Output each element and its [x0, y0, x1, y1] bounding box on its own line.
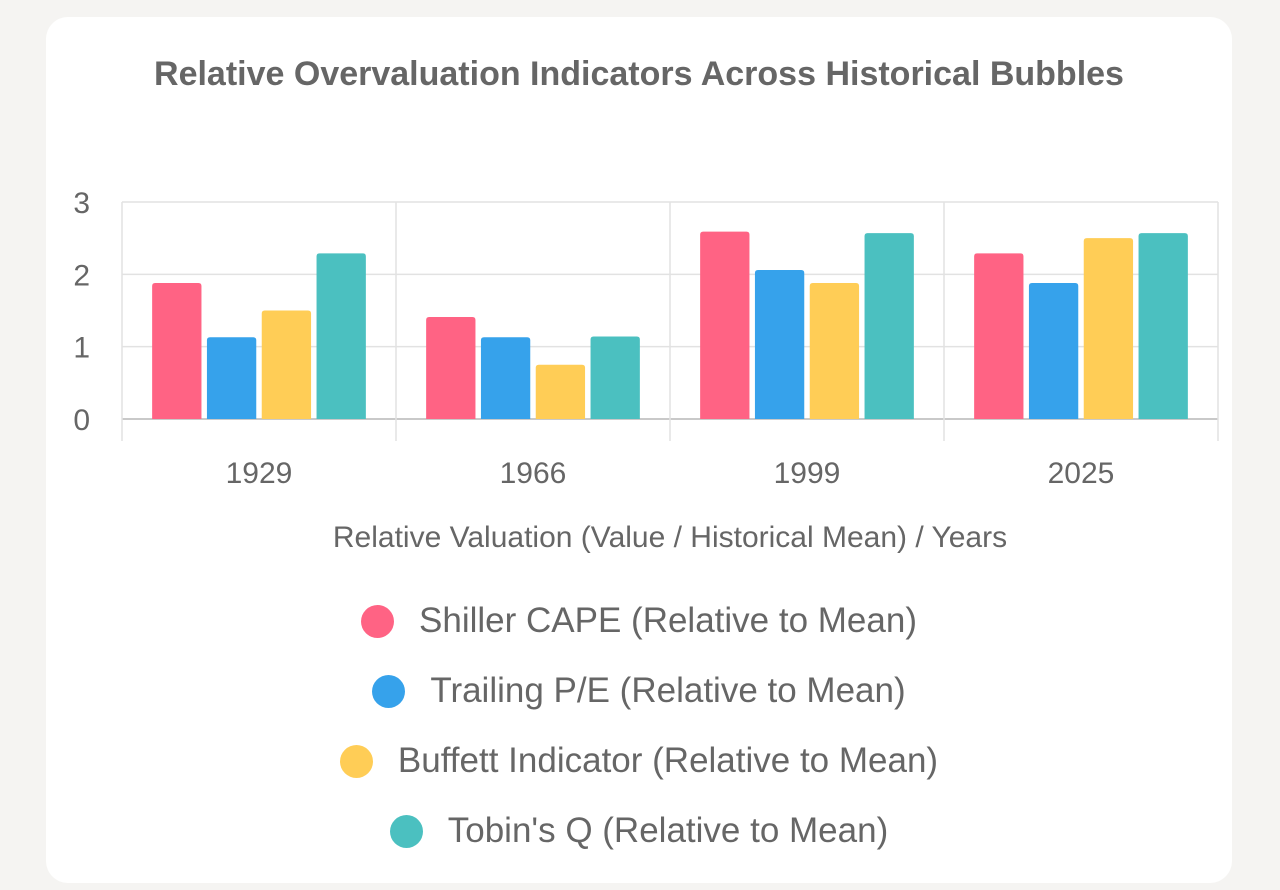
- bar: [206, 337, 257, 419]
- y-tick-label: 1: [73, 332, 90, 365]
- x-tick-label: 1929: [226, 457, 293, 490]
- chart-card: [46, 17, 1232, 883]
- bar: [1083, 238, 1134, 419]
- bar: [700, 231, 750, 419]
- chart-legend: Shiller CAPE (Relative to Mean) Trailing …: [46, 586, 1232, 866]
- bar: [426, 317, 476, 419]
- x-tick-label: 1999: [774, 457, 841, 490]
- bar: [590, 336, 640, 419]
- y-tick-label: 3: [73, 187, 90, 220]
- chart-title: Relative Overvaluation Indicators Across…: [46, 50, 1232, 98]
- legend-label: Buffett Indicator (Relative to Mean): [397, 741, 939, 780]
- legend-label: Shiller CAPE (Relative to Mean): [419, 601, 917, 640]
- legend-item[interactable]: Trailing P/E (Relative to Mean): [46, 656, 1232, 726]
- bar: [974, 253, 1024, 419]
- y-tick-label: 0: [73, 404, 90, 437]
- bar: [261, 310, 312, 419]
- legend-swatch: [372, 674, 406, 708]
- chart-title-text: Relative Overvaluation Indicators Across…: [154, 55, 1124, 93]
- legend-swatch: [389, 814, 423, 848]
- bar: [809, 283, 860, 419]
- bar: [152, 283, 202, 419]
- legend-item[interactable]: Buffett Indicator (Relative to Mean): [46, 726, 1232, 796]
- y-tick-label: 2: [73, 259, 90, 292]
- x-tick-label: 2025: [1048, 457, 1115, 490]
- bar: [316, 253, 366, 419]
- bar: [1028, 283, 1079, 419]
- bar: [754, 269, 805, 419]
- legend-swatch: [339, 744, 373, 778]
- legend-label: Tobin's Q (Relative to Mean): [447, 811, 889, 850]
- bar: [480, 337, 531, 419]
- legend-label: Trailing P/E (Relative to Mean): [430, 671, 906, 710]
- x-tick-label: 1966: [500, 457, 567, 490]
- x-axis-title: Relative Valuation (Value / Historical M…: [333, 521, 1007, 554]
- legend-item[interactable]: Shiller CAPE (Relative to Mean): [46, 586, 1232, 656]
- bar: [1138, 233, 1188, 419]
- bar: [864, 233, 914, 419]
- bar: [535, 364, 586, 419]
- legend-swatch: [361, 604, 395, 638]
- legend-item[interactable]: Tobin's Q (Relative to Mean): [46, 796, 1232, 866]
